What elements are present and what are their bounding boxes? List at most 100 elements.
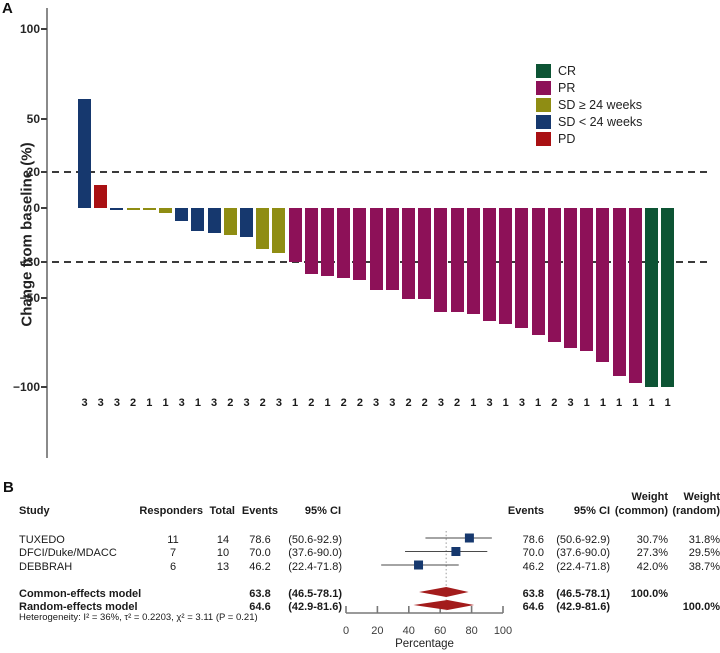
- waterfall-bar: [353, 208, 367, 280]
- weight-common-value: 30.7%: [636, 533, 668, 546]
- y-tick-label: 0: [33, 201, 40, 215]
- x-tick-label: 100: [494, 625, 512, 637]
- model-ci: (42.9-81.6): [556, 600, 610, 613]
- total-value: 10: [216, 547, 230, 559]
- heterogeneity-note: Heterogeneity: I² = 36%, τ² = 0.2203, χ²…: [19, 612, 258, 623]
- ci-value: (22.4-71.8): [288, 560, 342, 573]
- y-tick-label: 100: [19, 22, 40, 36]
- prior-lines-count: 2: [454, 397, 461, 409]
- weight-common-value: 27.3%: [636, 547, 668, 559]
- y-tick-mark: [41, 207, 47, 209]
- legend-label: PR: [558, 81, 576, 95]
- waterfall-bar: [369, 208, 383, 291]
- prior-lines-count: 2: [308, 397, 315, 409]
- model-weight-common: 100.0%: [630, 587, 668, 600]
- ci-value: (37.6-90.0): [288, 547, 342, 559]
- waterfall-bar: [321, 208, 334, 276]
- legend-item: PR: [536, 81, 642, 95]
- waterfall-bar: [580, 208, 594, 352]
- col-header-events: Events: [507, 505, 544, 517]
- prior-lines-count: 3: [373, 397, 380, 409]
- total-value: 13: [216, 560, 230, 573]
- col-header-study: Study: [19, 505, 50, 517]
- prior-lines-count: 2: [356, 397, 363, 409]
- waterfall-bar: [402, 208, 415, 300]
- waterfall-bar: [191, 208, 205, 232]
- waterfall-bar: [547, 208, 561, 343]
- y-tick-label: 50: [26, 111, 40, 126]
- point-estimate-square: [414, 560, 424, 570]
- prior-lines-count: 1: [648, 397, 655, 409]
- events-value: 70.0: [249, 547, 271, 559]
- y-tick-label: −100: [12, 380, 40, 394]
- waterfall-bar: [175, 208, 189, 221]
- weight-common-value: 42.0%: [636, 560, 668, 573]
- events-value: 46.2: [249, 560, 271, 573]
- y-tick-label: −30: [19, 254, 40, 269]
- col-header-total: Total: [209, 505, 235, 517]
- panel-a-label: A: [2, 0, 13, 17]
- waterfall-bar: [661, 208, 675, 387]
- col-header-weight: Weight: [631, 491, 668, 503]
- prior-lines-count: 1: [632, 397, 639, 409]
- waterfall-bar: [564, 208, 577, 348]
- col-header-weight-common: (common): [614, 505, 668, 517]
- prior-lines-count: 2: [551, 397, 558, 409]
- prior-lines-count: 1: [324, 397, 331, 409]
- y-tick-mark: [41, 260, 47, 263]
- model-weight-random: 100.0%: [682, 600, 720, 613]
- responders-value: 11: [167, 533, 179, 546]
- waterfall-bar: [596, 208, 610, 362]
- responders-value: 6: [169, 560, 177, 573]
- waterfall-bar: [337, 208, 351, 278]
- weight-random-value: 29.5%: [688, 547, 720, 559]
- y-tick-mark: [41, 28, 47, 30]
- legend-swatch: [536, 132, 551, 146]
- col-header-events: Events: [241, 505, 278, 517]
- waterfall-bar: [126, 208, 140, 210]
- waterfall-bar: [78, 98, 91, 208]
- waterfall-bar: [612, 208, 626, 377]
- prior-lines-count: 3: [81, 397, 88, 409]
- waterfall-bar: [450, 208, 464, 312]
- prior-lines-count: 1: [583, 397, 590, 409]
- col-header-responders: Responders: [139, 505, 203, 517]
- prior-lines-count: 3: [275, 397, 282, 409]
- prior-lines-count: 3: [518, 397, 525, 409]
- model-ci: (46.5-78.1): [556, 587, 610, 600]
- x-tick-label: 40: [403, 625, 415, 637]
- waterfall-bar: [418, 208, 432, 300]
- waterfall-bar: [256, 208, 270, 250]
- y-tick-label: 20: [26, 165, 40, 180]
- prior-lines-count: 1: [194, 397, 201, 409]
- study-name: TUXEDO: [19, 533, 65, 546]
- summary-diamond: [413, 600, 475, 610]
- weight-random-value: 38.7%: [688, 560, 720, 573]
- prior-lines-count: 3: [567, 397, 574, 409]
- forest-plot: 0 20 40 60 80 100 Percentage: [343, 531, 512, 650]
- prior-lines-count: 3: [486, 397, 493, 409]
- legend-label: SD ≥ 24 weeks: [558, 98, 642, 112]
- waterfall-bar: [223, 208, 237, 235]
- responders-value: 7: [169, 547, 177, 559]
- legend-label: SD < 24 weeks: [558, 115, 643, 129]
- waterfall-bar: [142, 208, 156, 210]
- prior-lines-count: 2: [421, 397, 428, 409]
- legend-item: PD: [536, 132, 642, 146]
- prior-lines-count: 1: [535, 397, 542, 409]
- model-events: 63.8: [522, 587, 544, 600]
- panel-b-label: B: [3, 479, 14, 496]
- events-value: 46.2: [522, 560, 544, 573]
- prior-lines-count: 3: [243, 397, 250, 409]
- prior-lines-count: 1: [664, 397, 671, 409]
- legend-item: CR: [536, 64, 642, 78]
- y-tick-mark: [41, 117, 47, 120]
- legend-label: CR: [558, 64, 577, 78]
- waterfall-bar: [466, 208, 480, 314]
- legend-label: PD: [558, 132, 576, 146]
- events-value: 78.6: [522, 533, 544, 546]
- prior-lines-count: 1: [470, 397, 477, 409]
- waterfall-bar: [385, 208, 399, 291]
- model-events: 64.6: [249, 600, 271, 613]
